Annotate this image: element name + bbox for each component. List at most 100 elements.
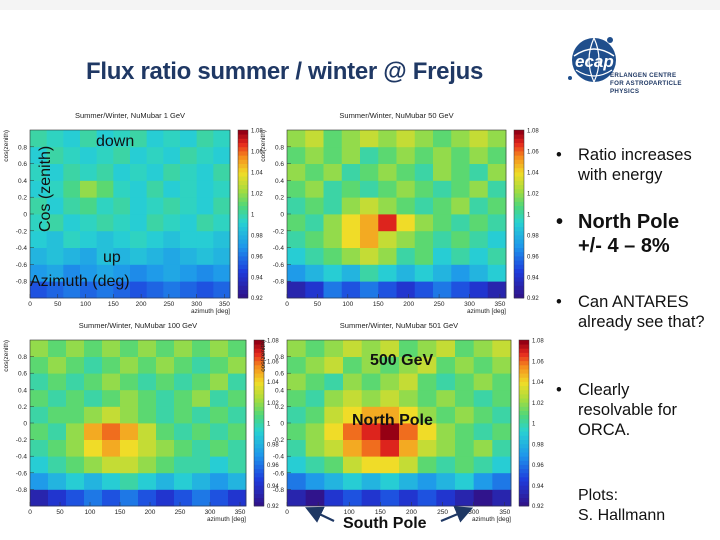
colorbar-step — [254, 427, 264, 432]
heatmap-cell — [414, 130, 434, 148]
heatmap-cell — [323, 146, 343, 164]
y-tick-label: 0 — [23, 421, 27, 428]
colorbar-step — [254, 423, 264, 428]
x-tick-label: 300 — [464, 301, 475, 308]
x-tick-label: 0 — [28, 301, 32, 308]
heatmap-cell — [163, 214, 181, 232]
heatmap-cell — [343, 389, 363, 407]
heatmap-cell — [396, 197, 416, 215]
heatmap-cell — [120, 439, 139, 457]
heatmap-cell — [287, 439, 307, 457]
colorbar-tick-label: 0.94 — [251, 276, 263, 282]
heatmap-cell — [487, 197, 507, 215]
heatmap-cell — [469, 264, 489, 282]
colorbar-step — [238, 260, 248, 265]
colorbar-step — [238, 289, 248, 295]
heatmap-cell — [196, 214, 214, 232]
heatmap-cell — [180, 130, 198, 148]
heatmap-grid: Summer/Winter, NuMubar 1 GeV -0.8 -0.6 -0.4… — [3, 111, 544, 523]
heatmap-cell — [46, 163, 64, 181]
heatmap-cell — [399, 340, 419, 357]
heatmap-cell — [396, 264, 416, 282]
heatmap-cell — [84, 456, 103, 474]
heatmap-cell — [180, 180, 198, 198]
heatmap-cell — [417, 423, 437, 440]
heatmap-cell — [341, 197, 361, 215]
heatmap-cell — [399, 489, 419, 507]
x-tick-label: 250 — [434, 301, 445, 308]
heatmap-cell — [287, 180, 306, 198]
heatmap-cell — [163, 247, 181, 265]
heatmap-cell — [305, 489, 325, 507]
heatmap-cell — [380, 456, 400, 474]
colorbar-step — [519, 501, 529, 507]
heatmap-cell — [80, 163, 98, 181]
heatmap-cell — [66, 439, 85, 457]
heatmap-cell — [66, 423, 85, 440]
heatmap-cell — [343, 356, 363, 374]
heatmap-cell — [84, 356, 103, 374]
heatmap-cell — [324, 356, 344, 374]
heatmap-cell — [451, 130, 470, 148]
heatmap-cell — [146, 180, 164, 198]
heatmap-cell — [174, 456, 193, 474]
heatmap-cell — [196, 264, 214, 282]
colorbar-step — [514, 226, 524, 232]
heatmap-cell — [324, 389, 344, 407]
heatmap-cell — [287, 163, 306, 181]
bullet-text: Can ANTARES already see that? — [578, 293, 705, 331]
heatmap-cell — [487, 214, 507, 232]
heatmap-cell — [30, 197, 48, 215]
heatmap-cell — [433, 214, 452, 232]
heatmap-cell — [96, 146, 114, 164]
x-tick-label: 0 — [285, 301, 289, 308]
heatmap-cell — [487, 130, 507, 148]
colorbar-tick-label: 0.98 — [532, 442, 544, 448]
colorbar-step — [254, 344, 264, 349]
heatmap-cell — [30, 472, 49, 490]
heatmap-cell — [492, 340, 512, 357]
colorbar-step — [254, 489, 264, 494]
heatmap-cell — [30, 281, 48, 299]
colorbar-step — [519, 414, 529, 420]
heatmap-cell — [451, 214, 470, 232]
heatmap-cell — [102, 456, 121, 474]
x-tick-label: 200 — [403, 301, 414, 308]
heatmap-cell — [120, 423, 139, 440]
heatmap-cell — [192, 472, 211, 490]
heatmap-cell — [174, 406, 193, 424]
colorbar-step — [514, 167, 524, 173]
colorbar-step — [514, 138, 524, 143]
heatmap-cell — [174, 472, 193, 490]
heatmap-cell — [163, 230, 181, 248]
heatmap-cell — [436, 439, 456, 457]
heatmap-cell — [48, 389, 67, 407]
heatmap-cell — [84, 489, 103, 507]
heatmap-cell — [473, 356, 493, 374]
heatmap-cell — [80, 197, 98, 215]
heatmap-cell — [451, 281, 470, 299]
heatmap-cell — [323, 264, 343, 282]
colorbar-step — [514, 155, 524, 160]
heatmap-cell — [80, 230, 98, 248]
heatmap-cell — [196, 247, 214, 265]
heatmap-cell — [487, 281, 507, 299]
heatmap-cell — [287, 264, 306, 282]
heatmap-cell — [469, 180, 489, 198]
heatmap-cell — [473, 456, 493, 474]
heatmap-cell — [492, 456, 512, 474]
heatmap-cell — [66, 472, 85, 490]
colorbar-step — [254, 373, 264, 378]
heatmap-cell — [30, 163, 48, 181]
heatmap-cell — [287, 356, 307, 374]
heatmap-cell — [130, 130, 148, 148]
heatmap-cell — [163, 264, 181, 282]
heatmap-cell — [324, 472, 344, 490]
heatmap-cell — [469, 281, 489, 299]
heatmap-cell — [48, 472, 67, 490]
colorbar-step — [514, 235, 524, 240]
heatmap-cell — [196, 146, 214, 164]
heatmap-cell — [102, 356, 121, 374]
heatmap-cell — [323, 214, 343, 232]
heatmap-cell — [30, 214, 48, 232]
